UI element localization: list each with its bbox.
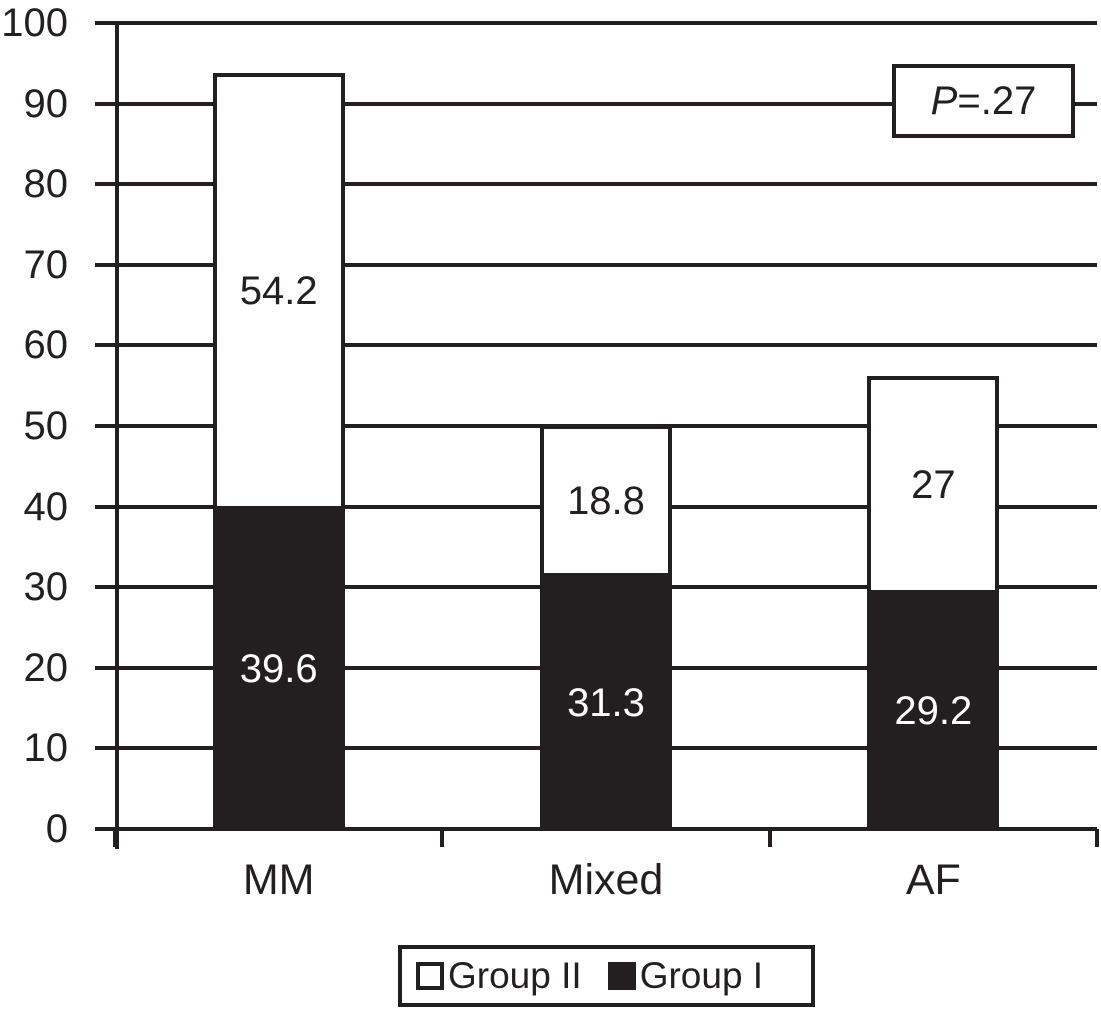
gridline-y-0 xyxy=(115,827,1097,831)
y-axis-tick-label-50: 50 xyxy=(23,404,69,448)
legend-label-group-ii: Group II xyxy=(448,955,582,996)
legend-label-group-i: Group I xyxy=(639,955,764,996)
y-axis-tick-label-0: 0 xyxy=(45,807,68,851)
y-axis-tick-100 xyxy=(95,21,119,25)
y-axis-tick-80 xyxy=(95,182,119,187)
gridline-y-60 xyxy=(115,343,1097,348)
y-axis-tick-label-40: 40 xyxy=(23,484,69,529)
bar-segment-af-group-i xyxy=(867,593,1000,829)
x-axis-tick-1 xyxy=(440,829,445,847)
y-axis-tick-label-30: 30 xyxy=(23,565,69,610)
y-axis-tick-label-100: 100 xyxy=(1,1,68,45)
gridline-y-90 xyxy=(115,101,1097,106)
x-axis-tick-0 xyxy=(113,829,117,847)
x-axis-tick-3 xyxy=(1095,829,1099,847)
p-value-symbol: P xyxy=(930,78,958,123)
bar-value-label-mixed-group-ii: 18.8 xyxy=(567,478,645,523)
x-axis-category-label-mixed: Mixed xyxy=(548,856,664,904)
y-axis-tick-label-60: 60 xyxy=(23,323,69,368)
bar-segment-mixed-group-ii xyxy=(540,425,672,577)
legend-swatch-group-ii-icon xyxy=(416,962,444,990)
y-axis-tick-20 xyxy=(95,665,119,670)
x-axis-tick-2 xyxy=(767,829,772,847)
gridline-y-70 xyxy=(115,262,1097,267)
y-axis-tick-label-90: 90 xyxy=(23,81,69,126)
y-axis-tick-90 xyxy=(95,101,119,106)
bar-value-label-mm-group-i: 39.6 xyxy=(239,647,318,692)
y-axis-tick-0 xyxy=(95,827,119,831)
y-axis-tick-label-20: 20 xyxy=(23,645,69,690)
legend-swatch-group-i-icon xyxy=(607,962,636,990)
bar-segment-mm-group-ii xyxy=(212,72,345,510)
y-axis-tick-label-70: 70 xyxy=(23,242,69,287)
y-axis-tick-label-10: 10 xyxy=(23,726,69,771)
bar-segment-af-group-ii xyxy=(867,376,1000,594)
y-axis-tick-10 xyxy=(95,746,119,751)
y-axis-tick-60 xyxy=(95,343,119,348)
bar-value-label-af-group-i: 29.2 xyxy=(894,689,973,734)
legend-item-group-i: Group I xyxy=(607,955,764,997)
p-value-annotation-box: P =.27 xyxy=(892,64,1075,138)
legend: Group II Group I xyxy=(398,945,815,1007)
y-axis-line xyxy=(115,21,119,849)
gridline-y-80 xyxy=(115,182,1097,187)
legend-item-group-ii: Group II xyxy=(416,955,582,997)
y-axis-tick-70 xyxy=(95,262,119,267)
bar-value-label-mm-group-ii: 54.2 xyxy=(239,269,318,314)
y-axis-tick-40 xyxy=(95,504,119,509)
x-axis-category-label-mm: MM xyxy=(242,856,315,904)
gridline-y-100 xyxy=(115,21,1097,25)
y-axis-tick-50 xyxy=(95,424,119,428)
y-axis-tick-30 xyxy=(95,585,119,590)
bar-segment-mixed-group-i xyxy=(540,576,672,829)
bar-segment-mm-group-i xyxy=(212,509,345,829)
x-axis-category-label-af: AF xyxy=(905,856,961,904)
bar-value-label-mixed-group-i: 31.3 xyxy=(567,680,645,725)
bar-value-label-af-group-ii: 27 xyxy=(911,462,956,507)
y-axis-tick-label-80: 80 xyxy=(23,162,69,207)
p-value-text: =.27 xyxy=(957,78,1037,123)
